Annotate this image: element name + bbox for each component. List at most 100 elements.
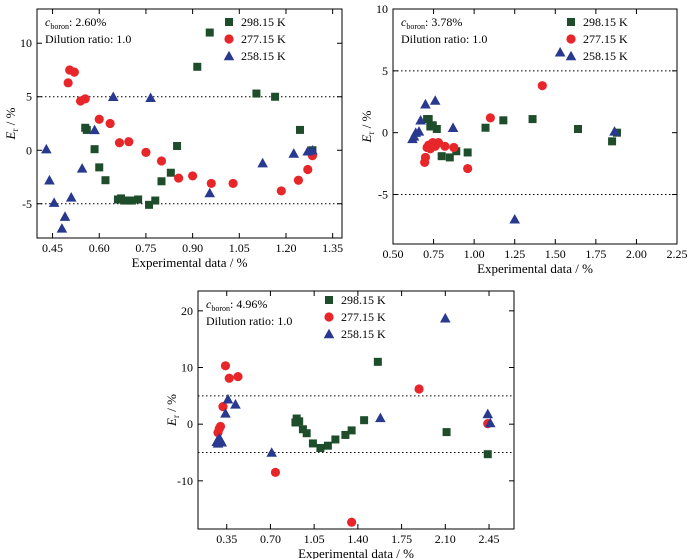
x-tick-label: 0.50 bbox=[383, 247, 404, 261]
x-tick-label: 0.45 bbox=[42, 241, 63, 255]
x-tick-label: 1.00 bbox=[464, 247, 485, 261]
data-point-circle bbox=[220, 361, 231, 371]
data-point-square bbox=[295, 417, 304, 426]
x-tick-label: 0.75 bbox=[423, 247, 444, 261]
x-tick-label: 0.90 bbox=[182, 241, 203, 255]
dilution-annotation: Dilution ratio: 1.0 bbox=[401, 32, 487, 46]
data-point-circle bbox=[94, 114, 104, 124]
data-point-triangle bbox=[76, 163, 88, 173]
x-axis-label: Experimental data / % bbox=[132, 255, 248, 270]
x-tick-label: 2.10 bbox=[435, 532, 456, 546]
legend-label: 277.15 K bbox=[583, 32, 628, 46]
x-tick-label: 0.70 bbox=[260, 532, 281, 546]
data-point-circle bbox=[206, 178, 216, 189]
data-point-square bbox=[323, 441, 332, 450]
y-tick-label: 0 bbox=[382, 126, 388, 140]
data-point-circle bbox=[228, 178, 238, 189]
data-point-circle bbox=[276, 186, 286, 196]
y-tick-label: 10 bbox=[376, 2, 388, 16]
data-point-circle bbox=[114, 138, 125, 148]
x-tick-label: 0.60 bbox=[89, 241, 110, 255]
data-point-triangle bbox=[230, 399, 241, 409]
legend-label: 258.15 K bbox=[341, 327, 386, 341]
legend-marker-triangle bbox=[565, 50, 577, 61]
data-point-triangle bbox=[65, 192, 77, 202]
y-tick-label: 5 bbox=[26, 90, 32, 104]
dilution-annotation: Dilution ratio: 1.0 bbox=[45, 32, 131, 46]
x-tick-label: 1.05 bbox=[229, 241, 250, 255]
data-point-circle bbox=[188, 171, 198, 181]
data-point-circle bbox=[537, 81, 547, 91]
data-point-square bbox=[95, 163, 104, 172]
data-point-circle bbox=[440, 141, 450, 151]
legend-marker-square bbox=[325, 296, 333, 304]
data-point-triangle bbox=[56, 223, 68, 233]
x-tick-label: 1.50 bbox=[545, 247, 566, 261]
x-tick-label: 1.75 bbox=[391, 532, 412, 546]
data-point-triangle bbox=[413, 126, 425, 136]
data-point-circle bbox=[224, 373, 234, 383]
data-point-square bbox=[205, 28, 214, 37]
data-point-circle bbox=[156, 156, 167, 166]
data-point-triangle bbox=[288, 148, 300, 158]
data-point-circle bbox=[105, 118, 115, 129]
data-point-triangle bbox=[484, 417, 496, 428]
data-point-square bbox=[127, 196, 136, 205]
x-tick-label: 1.75 bbox=[585, 247, 606, 261]
legend-label: 258.15 K bbox=[583, 49, 628, 63]
data-point-triangle bbox=[89, 124, 100, 135]
data-point-square bbox=[483, 450, 492, 459]
data-point-triangle bbox=[429, 95, 441, 105]
data-point-circle bbox=[233, 371, 243, 382]
data-point-triangle bbox=[59, 211, 71, 221]
y-tick-label: 10 bbox=[20, 36, 32, 50]
data-point-square bbox=[360, 416, 369, 425]
data-point-circle bbox=[63, 78, 73, 88]
y-tick-label: -5 bbox=[378, 188, 388, 202]
data-point-triangle bbox=[307, 144, 318, 155]
data-point-triangle bbox=[440, 312, 451, 323]
chart-panel-1: 0.45 0.60 0.75 0.90 1.05 1.20 1.35 -5 0 5 10 Experi… bbox=[3, 8, 343, 270]
data-point-triangle bbox=[107, 91, 119, 101]
data-point-square bbox=[302, 429, 311, 438]
data-point-square bbox=[442, 428, 451, 437]
x-tick-label: 0.75 bbox=[135, 241, 156, 255]
data-point-triangle bbox=[257, 157, 268, 168]
data-point-triangle bbox=[415, 115, 426, 125]
data-point-circle bbox=[124, 137, 134, 147]
data-point-triangle bbox=[609, 126, 620, 136]
legend-marker-triangle bbox=[223, 50, 235, 61]
data-point-circle bbox=[69, 67, 79, 77]
data-point-square bbox=[341, 430, 350, 439]
data-point-triangle bbox=[44, 174, 55, 185]
legend-marker-triangle bbox=[323, 328, 335, 339]
data-point-circle bbox=[141, 147, 151, 157]
data-point-circle bbox=[80, 94, 90, 104]
data-point-square bbox=[481, 123, 490, 132]
data-point-circle bbox=[293, 175, 304, 185]
x-tick-label: 1.25 bbox=[504, 247, 525, 261]
data-point-square bbox=[463, 148, 472, 157]
data-point-square bbox=[134, 195, 143, 204]
data-point-square bbox=[173, 141, 182, 150]
legend-marker-circle bbox=[224, 34, 234, 44]
plot-frame bbox=[197, 290, 515, 530]
legend-marker-circle bbox=[566, 34, 576, 44]
data-point-triangle bbox=[447, 122, 459, 132]
data-point-circle bbox=[174, 173, 184, 183]
x-tick-label: 1.05 bbox=[304, 532, 325, 546]
x-tick-label: 0.35 bbox=[216, 532, 237, 546]
data-point-circle bbox=[414, 384, 424, 394]
data-point-circle bbox=[270, 467, 281, 477]
data-point-square bbox=[151, 196, 160, 205]
x-tick-label: 2.45 bbox=[479, 532, 500, 546]
legend-label: 258.15 K bbox=[241, 49, 286, 63]
data-point-square bbox=[145, 200, 154, 209]
data-point-square bbox=[166, 168, 175, 177]
data-point-square bbox=[252, 89, 261, 98]
legend-marker-square bbox=[225, 18, 233, 26]
chart-panel-2: 0.50 0.75 1.00 1.25 1.50 1.75 2.00 2.25 -5 0 5 10 Ex… bbox=[359, 2, 688, 276]
data-point-triangle bbox=[266, 447, 277, 457]
legend-label: 298.15 K bbox=[341, 293, 386, 307]
data-point-triangle bbox=[375, 412, 386, 423]
